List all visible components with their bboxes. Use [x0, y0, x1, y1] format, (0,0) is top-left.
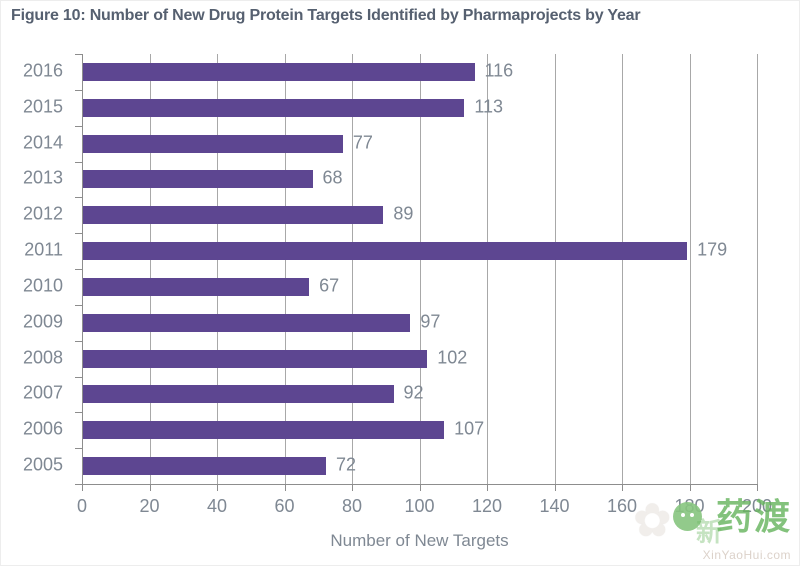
x-tick-label: 140 — [539, 496, 570, 516]
x-tick-label: 20 — [139, 496, 160, 516]
x-tick-label: 200 — [741, 496, 773, 516]
category-label: 2015 — [22, 96, 63, 117]
watermark-url: XinYaoHui.com — [702, 548, 791, 562]
bar-2008 — [83, 349, 428, 368]
y-axis-tick — [75, 233, 82, 235]
value-label: 113 — [474, 96, 504, 117]
bar-2006 — [83, 421, 445, 440]
y-axis-tick — [75, 269, 82, 270]
y-axis-tick — [75, 376, 82, 378]
x-axis-tick — [554, 485, 556, 491]
y-axis-tick — [75, 197, 82, 199]
x-axis-title: Number of New Targets — [330, 531, 509, 550]
gridline — [622, 54, 623, 484]
category-label: 2014 — [22, 132, 63, 153]
x-axis-line — [82, 484, 758, 485]
x-axis-tick — [487, 485, 488, 491]
gridline — [757, 54, 758, 484]
y-axis-tick — [75, 304, 82, 306]
value-label: 116 — [484, 60, 514, 81]
y-axis-tick — [75, 448, 82, 450]
value-label: 68 — [322, 168, 343, 189]
gridline — [689, 54, 691, 484]
x-tick-label: 60 — [274, 496, 295, 516]
gridline — [487, 54, 488, 484]
category-label: 2006 — [22, 418, 63, 439]
x-axis-tick — [757, 485, 758, 491]
category-label: 2016 — [22, 60, 63, 81]
figure-title: Figure 10: Number of New Drug Protein Ta… — [11, 7, 641, 24]
gridline — [217, 54, 218, 484]
y-axis-tick — [75, 54, 82, 55]
y-axis-tick — [75, 412, 82, 414]
x-axis-tick — [352, 485, 353, 491]
x-tick-label: 0 — [76, 496, 88, 516]
bar-2013 — [83, 170, 313, 189]
bar-2011 — [83, 242, 688, 261]
watermark-faint-char: 新 — [696, 517, 723, 547]
watermark-brand: 药渡 — [716, 496, 793, 537]
x-tick-label: 160 — [606, 496, 638, 516]
value-label: 77 — [352, 132, 373, 153]
bar-2014 — [83, 134, 343, 153]
x-axis-tick — [419, 485, 421, 491]
gridline — [284, 54, 286, 484]
x-axis-tick — [622, 485, 623, 491]
x-tick-label: 80 — [341, 496, 363, 516]
value-label: 107 — [454, 418, 485, 439]
bar-2015 — [83, 98, 465, 117]
value-label: 72 — [336, 454, 357, 475]
value-label: 179 — [697, 239, 728, 260]
bar-2005 — [83, 457, 326, 476]
bar-2010 — [83, 277, 310, 296]
clover-icon: ✿ — [633, 494, 672, 546]
bar-2012 — [83, 206, 384, 225]
value-label: 67 — [319, 275, 340, 296]
gridline — [419, 54, 421, 484]
category-label: 2008 — [22, 347, 63, 368]
category-label: 2012 — [22, 203, 63, 224]
x-tick-label: 40 — [206, 496, 228, 516]
category-label: 2013 — [22, 168, 63, 189]
category-label: 2011 — [24, 239, 63, 260]
x-tick-label: 120 — [471, 496, 503, 516]
y-axis-tick — [75, 484, 82, 485]
bar-2016 — [83, 62, 475, 81]
category-label: 2005 — [22, 454, 63, 475]
bar-2009 — [83, 313, 411, 332]
category-label: 2009 — [22, 311, 63, 332]
plot-area: 0204060801001201401601802002016116201511… — [23, 54, 772, 516]
bar-2007 — [83, 385, 394, 404]
wechat-icon-eyes — [681, 513, 685, 517]
y-axis-tick — [75, 161, 82, 163]
gridline — [149, 54, 151, 484]
category-label: 2010 — [22, 275, 63, 296]
category-label: 2007 — [22, 383, 63, 404]
y-axis-tick — [75, 89, 82, 91]
value-label: 97 — [420, 311, 441, 332]
value-label: 92 — [403, 383, 424, 404]
y-axis-line — [82, 54, 83, 484]
x-axis-tick — [689, 485, 691, 491]
wechat-icon — [673, 502, 702, 531]
x-axis-tick — [217, 485, 218, 491]
value-label: 102 — [437, 347, 468, 368]
x-tick-label: 100 — [404, 496, 435, 516]
y-axis-tick — [75, 340, 82, 342]
x-axis-tick — [82, 485, 83, 491]
y-axis-tick — [75, 125, 82, 127]
gridline — [352, 54, 353, 484]
watermark: ✿ 新 药渡 XinYaoHui.com — [633, 495, 793, 563]
x-axis-tick — [284, 485, 286, 491]
x-axis-tick — [149, 485, 151, 491]
gridline — [554, 54, 556, 484]
value-label: 89 — [393, 203, 414, 224]
